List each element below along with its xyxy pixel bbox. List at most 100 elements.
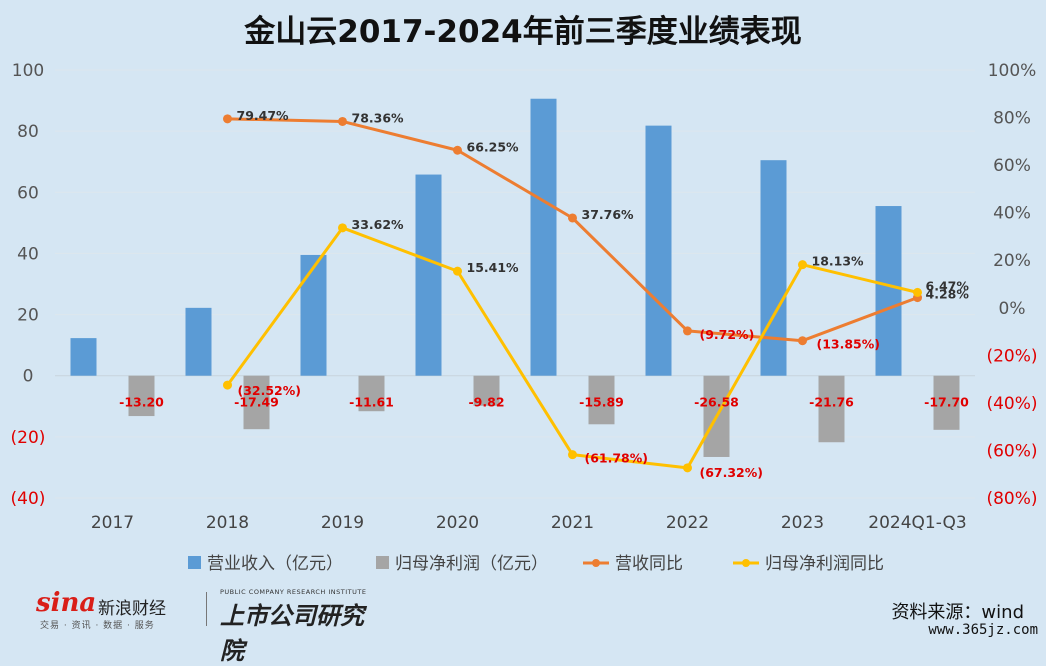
sina-logo: sina 新浪财经 交易 · 资讯 · 数据 · 服务 PUBLIC COMPA…	[36, 588, 376, 665]
right-axis-tick-label: (60%)	[986, 441, 1037, 461]
line-point	[683, 463, 692, 473]
bar	[588, 375, 615, 425]
bar-value-label: -9.82	[468, 395, 504, 410]
left-axis-tick-label: (40)	[11, 489, 46, 509]
bar	[818, 375, 845, 443]
bar-value-label: -11.61	[349, 395, 394, 410]
category-label: 2018	[206, 513, 249, 533]
bar-value-label: -21.76	[809, 395, 854, 410]
line-point	[453, 266, 462, 276]
bar	[300, 254, 327, 376]
left-axis: 100 80 60 40 20 0 (20) (40)	[11, 61, 46, 509]
right-axis-tick-label: 0%	[999, 299, 1026, 319]
left-axis-tick-label: 60	[17, 183, 39, 203]
line-value-label: (13.85%)	[817, 337, 881, 352]
chart-stage: 金山云2017-2024年前三季度业绩表现 100 80 60 40 20 0 (20) (4…	[11, 14, 1038, 665]
right-axis-tick-label: 40%	[993, 204, 1031, 224]
data-labels: -13.20 -17.49 -11.61 -9.82 -15.89 -26.58 -21.7…	[119, 108, 969, 480]
line-point	[798, 336, 807, 346]
line-value-label: 79.47%	[237, 108, 290, 123]
legend-swatch	[376, 556, 389, 569]
left-axis-tick-label: 100	[12, 61, 44, 81]
bar	[875, 206, 902, 376]
left-axis-tick-label: 20	[17, 306, 39, 326]
right-axis-tick-label: (40%)	[986, 394, 1037, 414]
legend-swatch	[188, 556, 201, 569]
line-point	[683, 326, 692, 336]
bar-value-label: -26.58	[694, 395, 739, 410]
line-value-label: 78.36%	[352, 110, 405, 125]
line-value-label: 37.76%	[582, 207, 635, 222]
line-value-label: 18.13%	[812, 254, 865, 269]
left-axis-tick-label: 80	[17, 122, 39, 142]
legend-label: 归母净利润同比	[765, 554, 884, 574]
bar-series	[70, 98, 960, 457]
line-value-label: (61.78%)	[585, 451, 649, 466]
category-label: 2017	[91, 513, 134, 533]
category-label: 2022	[666, 513, 709, 533]
category-label: 2020	[436, 513, 479, 533]
category-label: 2024Q1-Q3	[868, 513, 966, 533]
line-point	[568, 213, 577, 223]
right-axis: 100% 80% 60% 40% 20% 0% (20%) (40%) (60%) (80%)	[986, 61, 1037, 509]
bar-value-label: -17.49	[234, 395, 279, 410]
series-line	[227, 117, 919, 343]
bar-value-label: -17.70	[924, 395, 969, 410]
left-axis-tick-label: (20)	[11, 428, 46, 448]
left-axis-tick-label: 0	[23, 367, 34, 387]
bar	[933, 375, 960, 430]
chart-svg: 100 80 60 40 20 0 (20) (40) 100% 80% 60% 40% 20% 0% (…	[11, 61, 1038, 574]
line-point	[453, 145, 462, 155]
line-point	[223, 380, 232, 390]
bar	[70, 338, 97, 376]
bar	[415, 174, 442, 376]
line-value-label: 4.28%	[926, 287, 970, 302]
category-axis: 2017 2018 2019 2020 2021 2022 2023 2024Q1-Q3	[91, 513, 967, 533]
right-axis-tick-label: 20%	[993, 251, 1031, 271]
bar	[760, 160, 787, 376]
category-label: 2019	[321, 513, 364, 533]
legend-marker	[592, 559, 600, 567]
legend-label: 营业收入（亿元）	[207, 554, 343, 574]
category-label: 2023	[781, 513, 824, 533]
line-series	[223, 114, 922, 473]
bar	[243, 375, 270, 430]
line-value-label: (67.32%)	[700, 465, 764, 480]
line-point	[568, 450, 577, 460]
bar	[473, 375, 500, 406]
legend-label: 营收同比	[615, 554, 683, 574]
line-point	[913, 287, 922, 297]
right-axis-tick-label: 80%	[993, 109, 1031, 129]
legend-label: 归母净利润（亿元）	[395, 554, 548, 574]
logo-brand-sub: 交易 · 资讯 · 数据 · 服务	[40, 621, 155, 631]
bar	[530, 98, 557, 376]
bar	[358, 375, 385, 412]
line-value-label: 15.41%	[467, 260, 520, 275]
data-source: 资料来源：wind	[891, 602, 1024, 623]
bar	[645, 125, 672, 376]
legend-marker	[742, 559, 750, 567]
legend: 营业收入（亿元） 归母净利润（亿元） 营收同比 归母净利润同比	[188, 554, 884, 574]
bar-value-label: -15.89	[579, 395, 624, 410]
chart-title: 金山云2017-2024年前三季度业绩表现	[244, 14, 802, 50]
left-axis-tick-label: 40	[17, 244, 39, 264]
line-point	[223, 114, 232, 124]
right-axis-tick-label: (20%)	[986, 346, 1037, 366]
line-value-label: 33.62%	[352, 217, 405, 232]
line-point	[338, 116, 347, 126]
line-value-label: (32.52%)	[238, 383, 302, 398]
right-axis-tick-label: 60%	[993, 156, 1031, 176]
logo-institute-en: PUBLIC COMPANY RESEARCH INSTITUTE	[220, 588, 367, 596]
line-point	[338, 223, 347, 233]
logo-brand-cn: 新浪财经	[98, 599, 166, 619]
line-value-label: 6.47%	[926, 278, 970, 293]
logo-institute-cn: 上市公司研究院	[220, 602, 364, 665]
logo-divider	[206, 592, 207, 626]
line-value-label: 66.25%	[467, 139, 520, 154]
bar-value-label: -13.20	[119, 395, 164, 410]
line-value-label: (9.72%)	[700, 327, 755, 342]
logo-brand: sina	[36, 588, 97, 618]
right-axis-tick-label: 100%	[988, 61, 1037, 81]
bar	[128, 375, 155, 417]
line-point	[798, 260, 807, 270]
